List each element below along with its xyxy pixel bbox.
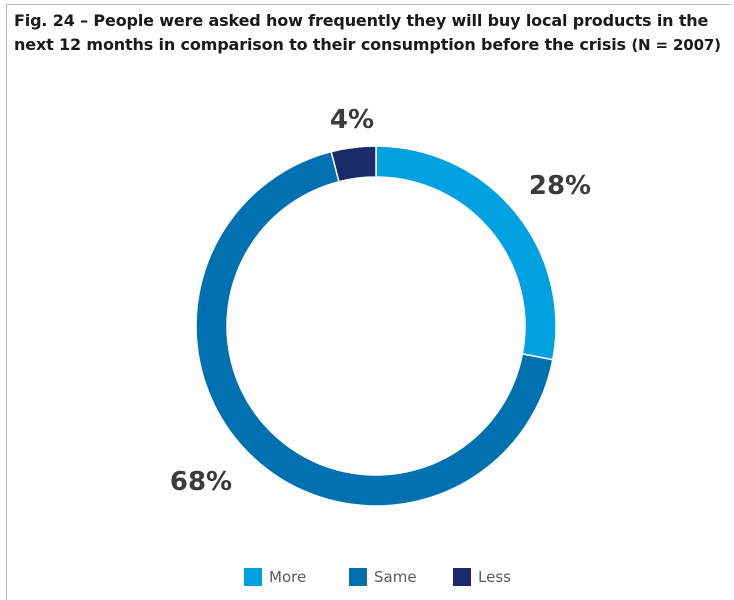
legend-swatch-same [349,568,367,586]
legend-swatch-more [244,568,262,586]
donut-slice-less [330,145,377,183]
legend-label-more: More [269,568,307,586]
chart-title: Fig. 24 – People were asked how frequent… [14,9,726,57]
donut-slices [195,145,557,507]
chart-title-note: (N = 2007) [631,36,721,54]
legend-label-same: Same [374,568,417,586]
donut-labels: 28% 68% 4% [170,105,591,497]
data-label-same: 68% [170,467,232,497]
data-label-more: 28% [529,171,591,201]
legend-item-less: Less [453,566,511,588]
legend-swatch-less [453,568,471,586]
legend-label-less: Less [478,568,511,586]
legend-item-same: Same [349,566,417,588]
chart-frame [6,4,731,600]
data-label-less: 4% [330,105,374,135]
chart-title-text: Fig. 24 – People were asked how frequent… [14,11,709,54]
donut-slice-same [195,150,554,507]
chart-legend: More Same Less [0,566,734,588]
legend-item-more: More [244,566,306,588]
